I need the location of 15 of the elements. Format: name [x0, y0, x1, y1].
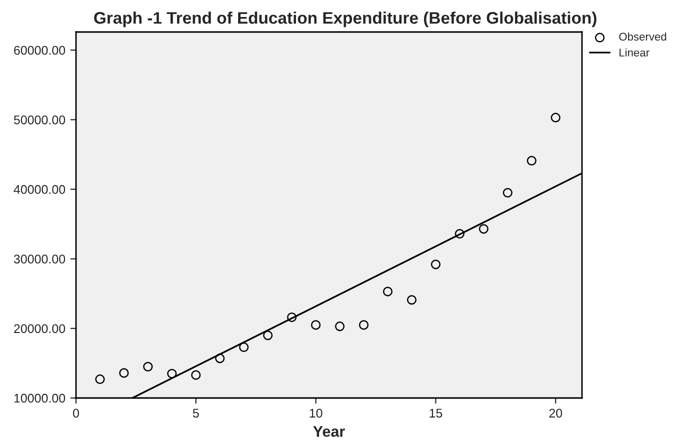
legend-label: Linear [620, 48, 650, 57]
x-tick-label: 0 [73, 408, 79, 418]
chart-title: Graph -1 Trend of Education Expenditure (Before Globalisation) [94, 12, 596, 28]
y-tick-label: 60000.00 [14, 46, 66, 55]
x-tick-label: 10 [310, 408, 322, 418]
y-tick-label: 40000.00 [14, 185, 66, 194]
y-tick-label: 30000.00 [14, 254, 66, 264]
y-tick-label: 50000.00 [14, 115, 66, 124]
legend-label: Observed [619, 32, 666, 41]
x-tick-label: 15 [430, 408, 442, 418]
x-axis-title: Year [313, 426, 345, 437]
y-tick-label: 10000.00 [14, 394, 66, 403]
x-tick-label: 20 [549, 408, 562, 418]
x-tick-label: 5 [192, 408, 199, 418]
y-tick-label: 20000.00 [14, 324, 66, 334]
